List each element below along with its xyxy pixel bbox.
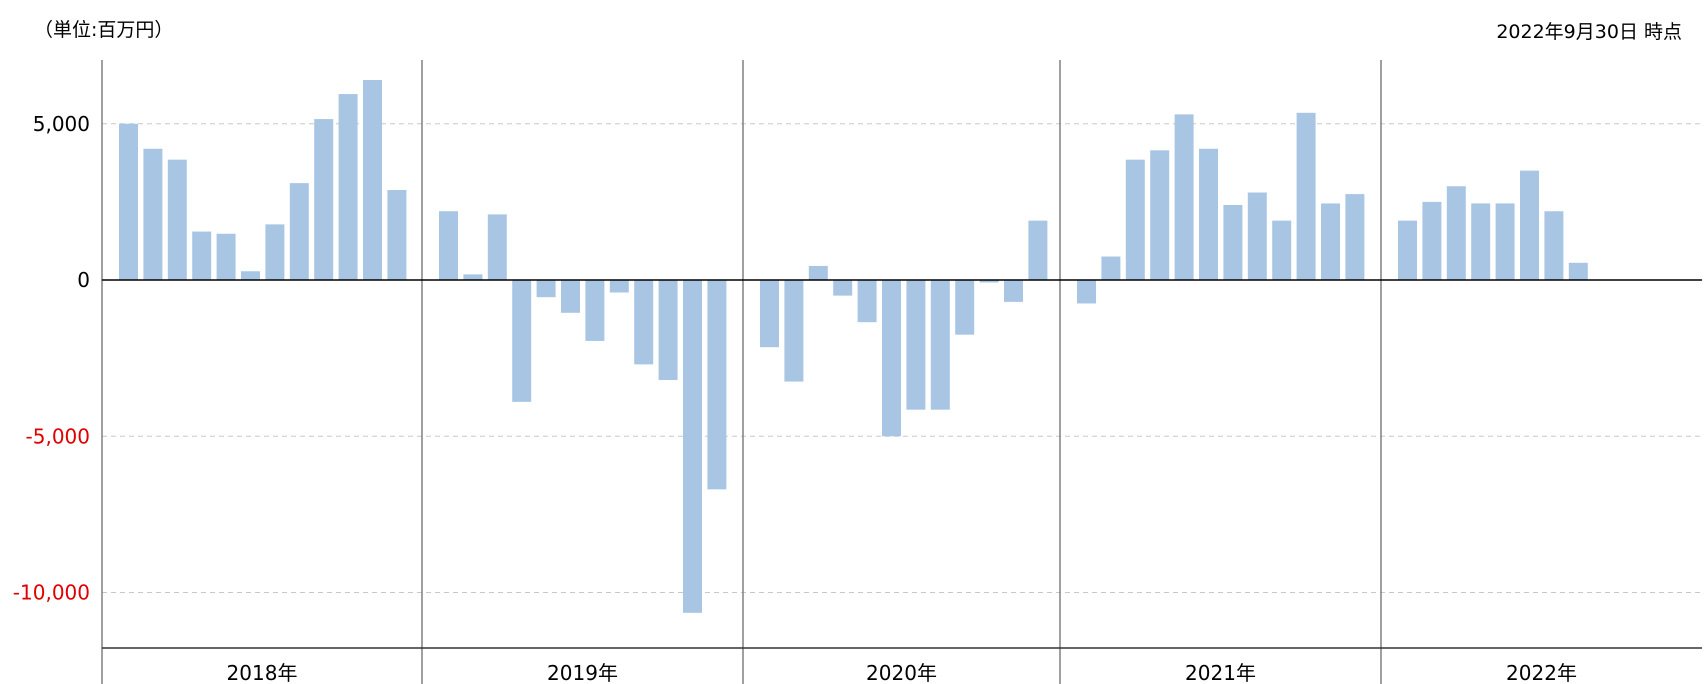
y-tick-label: 5,000 <box>33 112 90 136</box>
as-of-date: 2022年9月30日 時点 <box>1496 21 1682 43</box>
bar <box>338 94 358 280</box>
x-category-label: 2018年 <box>227 661 298 684</box>
x-category-label: 2022年 <box>1506 661 1577 684</box>
gridlines <box>102 123 1702 593</box>
bar <box>760 280 779 348</box>
bar <box>833 280 853 296</box>
bar <box>1199 148 1218 280</box>
bar <box>1101 256 1121 280</box>
bar <box>192 231 212 280</box>
bar <box>1223 205 1243 280</box>
bar <box>487 214 507 280</box>
bar <box>1446 186 1466 280</box>
bar <box>241 271 260 280</box>
bar <box>143 148 163 280</box>
bar <box>1321 203 1340 280</box>
bar <box>1520 170 1539 280</box>
bar <box>314 119 334 280</box>
y-tick-label: 0 <box>77 268 90 292</box>
bar <box>857 280 877 323</box>
bar <box>906 280 926 410</box>
bar <box>439 211 458 280</box>
bar <box>808 265 828 280</box>
y-tick-label: -10,000 <box>13 581 90 605</box>
y-tick-label: -5,000 <box>26 424 90 448</box>
bar <box>387 190 407 280</box>
axes <box>101 60 1702 684</box>
x-category-label: 2020年 <box>866 661 937 684</box>
bar <box>1247 192 1267 280</box>
bar <box>536 280 556 298</box>
bar <box>882 280 901 437</box>
bar <box>609 280 629 293</box>
unit-label: （単位:百万円） <box>34 19 173 41</box>
bar <box>1150 150 1170 280</box>
bar <box>955 280 975 335</box>
bar <box>561 280 580 313</box>
bar <box>265 224 285 280</box>
bar <box>119 123 138 280</box>
bar <box>634 280 654 365</box>
bar <box>1568 262 1588 280</box>
bar <box>1544 211 1564 280</box>
bar <box>1004 280 1023 302</box>
bar <box>216 233 236 280</box>
labels: 5,000 0 -5,000 -10,000 2018年 2019年 2020年 2021年 2… <box>13 112 1577 684</box>
bar <box>585 280 605 341</box>
bar <box>1296 112 1316 280</box>
bar <box>1272 220 1292 280</box>
bar <box>1125 159 1145 280</box>
bar <box>1471 203 1491 280</box>
bar <box>512 280 532 402</box>
bar <box>1398 220 1417 280</box>
bar <box>1077 280 1096 304</box>
bar <box>979 280 999 283</box>
x-category-label: 2019年 <box>547 661 618 684</box>
bar <box>658 280 678 380</box>
bars <box>119 80 1588 613</box>
bar <box>707 280 727 490</box>
bar <box>930 280 950 410</box>
bar <box>463 274 483 280</box>
bar <box>289 183 309 280</box>
bar <box>167 159 187 280</box>
bar <box>784 280 804 382</box>
bar <box>363 80 382 280</box>
bar <box>1422 201 1442 280</box>
x-category-label: 2021年 <box>1185 661 1256 684</box>
bar <box>1174 114 1194 280</box>
bar <box>1028 220 1048 280</box>
bar <box>1495 203 1515 280</box>
bar <box>683 280 702 613</box>
bar <box>1345 194 1365 280</box>
